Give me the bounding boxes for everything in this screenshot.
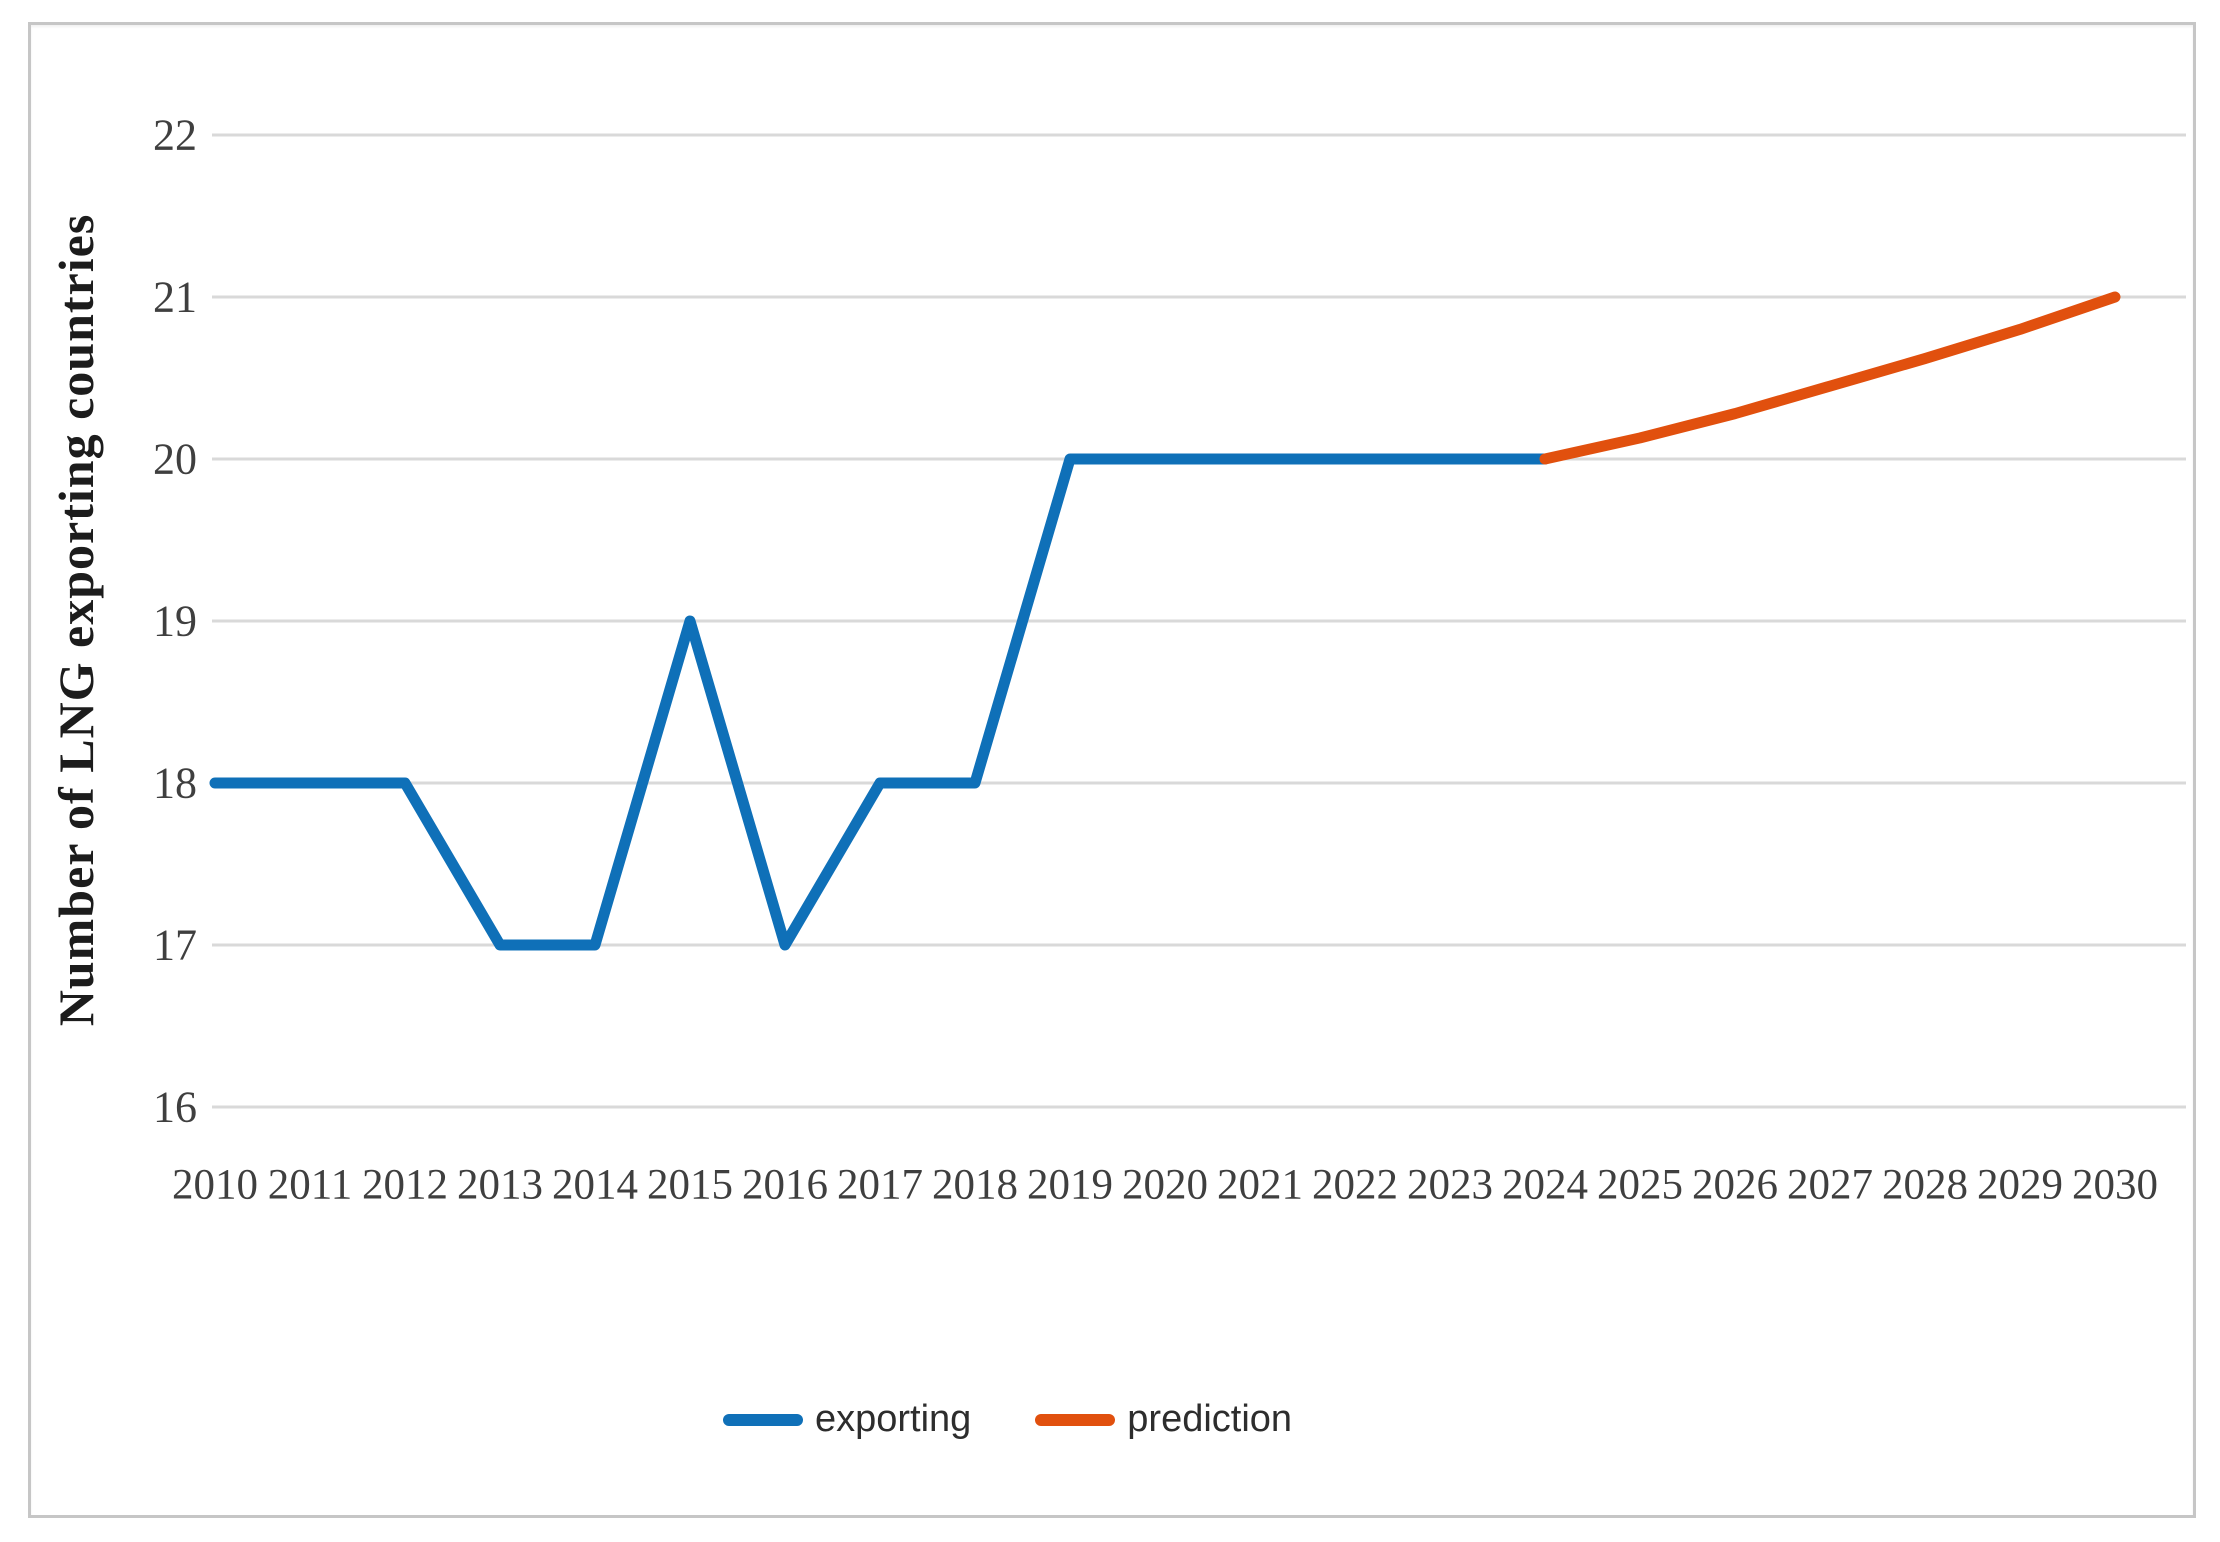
legend-swatch-exporting: [722, 1413, 803, 1426]
x-tick-label: 2011: [268, 1162, 352, 1209]
x-tick-label: 2024: [1502, 1162, 1588, 1209]
y-tick-label: 20: [153, 435, 197, 484]
x-tick-label: 2021: [1217, 1162, 1303, 1209]
x-tick-label: 2020: [1122, 1162, 1208, 1209]
x-tick-label: 2018: [932, 1162, 1018, 1209]
x-tick-label: 2030: [2072, 1162, 2158, 1209]
x-tick-label: 2026: [1692, 1162, 1778, 1209]
y-axis-title: Number of LNG exporting countries: [48, 213, 104, 1027]
legend: exporting prediction: [0, 1398, 2220, 1441]
x-tick-label: 2013: [457, 1162, 543, 1209]
x-tick-label: 2023: [1407, 1162, 1493, 1209]
x-tick-label: 2014: [552, 1162, 638, 1209]
x-tick-label: 2027: [1787, 1162, 1873, 1209]
legend-item-prediction: prediction: [1035, 1398, 1292, 1441]
y-tick-label: 22: [153, 111, 197, 160]
y-tick-label: 21: [153, 273, 197, 322]
x-tick-label: 2019: [1027, 1162, 1113, 1209]
legend-label-prediction: prediction: [1127, 1398, 1293, 1440]
x-tick-label: 2017: [837, 1162, 923, 1209]
y-tick-label: 19: [153, 597, 197, 646]
chart-frame: [28, 22, 2196, 1518]
x-tick-label: 2022: [1312, 1162, 1398, 1209]
series-line-prediction: [1539, 291, 2121, 465]
x-tick-label: 2025: [1597, 1162, 1683, 1209]
legend-swatch-prediction: [1035, 1413, 1116, 1426]
legend-item-exporting: exporting: [722, 1398, 972, 1441]
x-tick-label: 2016: [742, 1162, 828, 1209]
y-tick-label: 16: [153, 1083, 197, 1132]
legend-label-exporting: exporting: [814, 1398, 972, 1440]
series-line-exporting: [209, 453, 1551, 951]
y-tick-label: 17: [153, 921, 197, 970]
x-tick-label: 2010: [172, 1162, 258, 1209]
x-tick-label: 2015: [647, 1162, 733, 1209]
x-tick-label: 2029: [1977, 1162, 2063, 1209]
y-tick-label: 18: [153, 759, 197, 808]
x-tick-label: 2028: [1882, 1162, 1968, 1209]
x-tick-label: 2012: [362, 1162, 448, 1209]
